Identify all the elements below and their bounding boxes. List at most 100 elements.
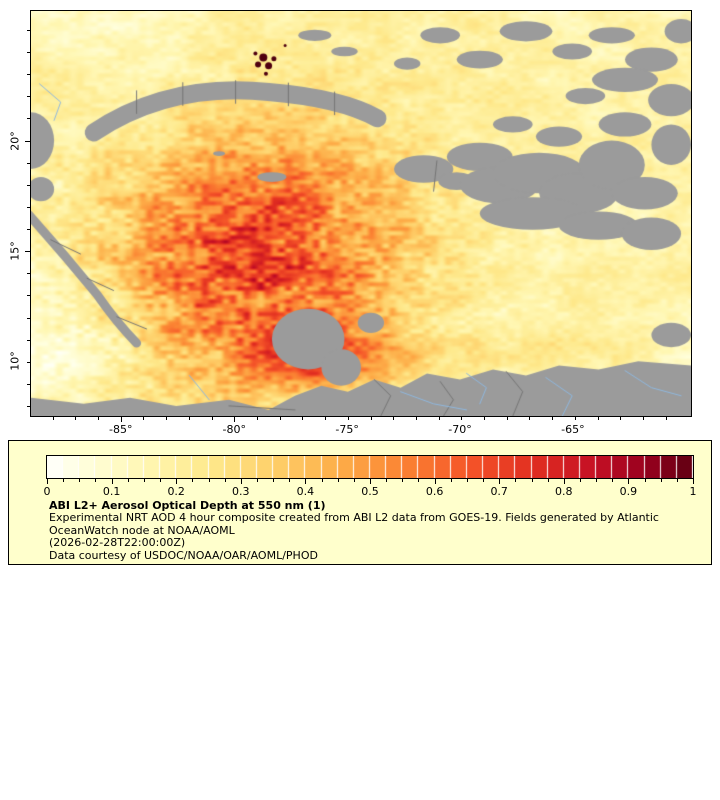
colorbar-tick-label: 0.5 [361, 485, 379, 498]
legend-description: Experimental NRT AOD 4 hour composite cr… [49, 511, 659, 537]
axis-tick [665, 417, 667, 420]
axis-tick [347, 417, 349, 420]
axis-tick [325, 417, 327, 420]
axis-tick [529, 417, 531, 420]
axis-tick [27, 30, 30, 32]
axis-tick [484, 417, 486, 420]
colorbar-tick-label: 1 [689, 485, 697, 498]
axis-tick [597, 417, 599, 420]
axis-tick [642, 417, 644, 420]
colorbar-tick-label: 0 [43, 485, 51, 498]
axis-tick [188, 417, 190, 420]
axis-tick [75, 417, 77, 420]
axis-tick [27, 361, 30, 363]
colorbar-tick-label: 0.4 [296, 485, 315, 498]
axis-tick [438, 417, 440, 420]
colorbar-tick-labels: 0 0.1 0.2 0.3 0.4 0.5 0.6 0.7 0.8 0.9 1 [43, 485, 697, 498]
axis-tick [273, 479, 275, 482]
axis-tick [240, 479, 242, 484]
axis-tick [79, 479, 81, 482]
axis-tick [370, 479, 371, 484]
axis-tick [160, 479, 162, 482]
axis-tick [563, 479, 565, 484]
axis-tick [693, 479, 694, 484]
colorbar-tick-label: 0.9 [619, 485, 638, 498]
axis-tick [644, 479, 646, 482]
axis-tick [111, 479, 113, 484]
axis-tick [166, 417, 168, 420]
axis-tick [461, 417, 463, 420]
axis-tick [27, 317, 30, 319]
axis-tick [27, 405, 30, 407]
axis-tick [211, 417, 213, 420]
axis-tick [27, 162, 30, 164]
axis-tick [63, 479, 65, 482]
axis-tick [256, 417, 258, 420]
axis-tick [47, 479, 48, 484]
axis-tick [279, 417, 281, 420]
colorbar-tick-label: 0.1 [102, 485, 121, 498]
axis-tick [370, 417, 372, 420]
axis-tick [25, 140, 30, 142]
axis-tick [98, 417, 100, 420]
axis-tick [628, 479, 630, 484]
axis-tick [27, 229, 30, 231]
axis-tick [337, 479, 339, 482]
axis-tick [127, 479, 129, 482]
axis-tick [499, 479, 501, 484]
legend-panel: 0 0.1 0.2 0.3 0.4 0.5 0.6 0.7 0.8 0.9 1 ABI L2+ Ae… [8, 440, 712, 565]
axis-tick [95, 479, 97, 482]
colorbar-tick-label: 0.6 [425, 485, 444, 498]
axis-tick [27, 383, 30, 385]
axis-tick [27, 96, 30, 98]
colorbar-ticks [47, 479, 695, 485]
axis-tick [27, 184, 30, 186]
axis-tick [52, 417, 54, 420]
axis-tick [27, 52, 30, 54]
axis-tick [660, 479, 662, 482]
legend-timestamp: (2026-02-28T22:00:00Z) [49, 536, 186, 549]
axis-tick [574, 417, 576, 420]
axis-tick [176, 479, 178, 484]
axis-tick [434, 479, 436, 484]
axis-tick [143, 417, 145, 420]
axis-tick [418, 479, 420, 482]
axis-tick [402, 479, 404, 482]
axis-tick [305, 479, 307, 484]
colorbar-tick-label: 0.3 [232, 485, 250, 498]
legend-text-block: ABI L2+ Aerosol Optical Depth at 550 nm … [49, 499, 694, 562]
axis-tick [120, 417, 122, 422]
axis-tick [506, 417, 508, 420]
axis-tick [27, 273, 30, 275]
axis-tick [27, 339, 30, 341]
axis-tick [450, 479, 452, 482]
axis-tick [515, 479, 517, 482]
axis-tick [27, 74, 30, 76]
axis-tick [466, 479, 468, 482]
longitude-tick-label: -65° [561, 423, 585, 436]
axis-tick [393, 417, 395, 420]
longitude-tick-label: -85° [109, 423, 133, 436]
axis-tick [192, 479, 194, 482]
axis-tick [552, 417, 554, 420]
axis-tick [27, 295, 30, 297]
colorbar-tick-label: 0.8 [555, 485, 573, 498]
latitude-tick-label: 15° [8, 241, 22, 261]
axis-tick [676, 479, 678, 482]
colorbar-gradient [46, 455, 694, 479]
axis-tick [531, 479, 533, 482]
axis-tick [256, 479, 258, 482]
axis-tick [483, 479, 485, 482]
axis-tick [143, 479, 145, 482]
axis-tick [27, 206, 30, 208]
axis-tick [25, 251, 30, 253]
axis-tick [208, 479, 210, 482]
axis-tick [612, 479, 614, 482]
axis-tick [596, 479, 598, 482]
axis-tick [579, 479, 581, 482]
legend-title: ABI L2+ Aerosol Optical Depth at 550 nm … [49, 499, 326, 512]
colorbar-tick-label: 0.7 [490, 485, 508, 498]
axis-tick [321, 479, 323, 482]
axis-tick [386, 479, 388, 482]
